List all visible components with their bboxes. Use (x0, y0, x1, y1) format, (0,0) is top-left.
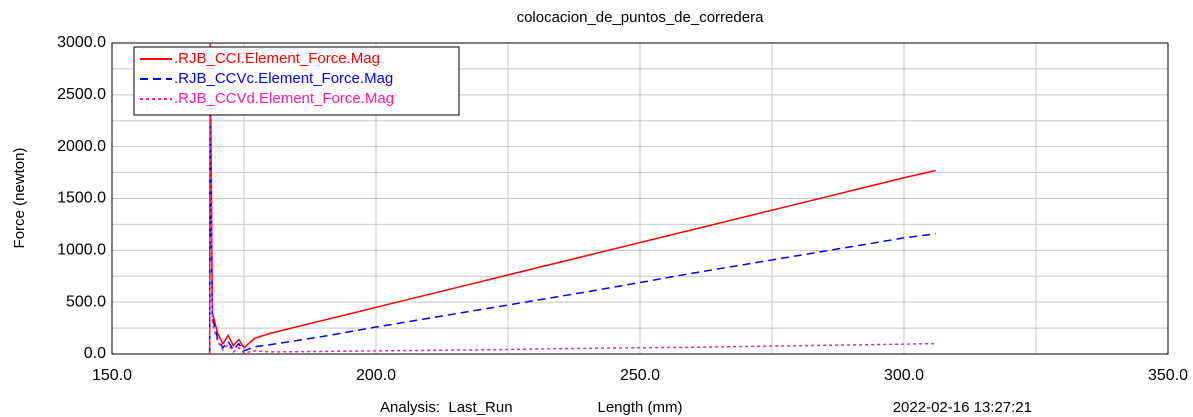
series-line (208, 115, 936, 355)
x-tick-label: 150.0 (92, 367, 132, 384)
plot-frame (111, 42, 1169, 355)
x-tick-label: 250.0 (620, 367, 660, 384)
legend-label: .RJB_CCI.Element_Force.Mag (174, 50, 380, 67)
x-tick-label: 350.0 (1148, 367, 1188, 384)
x-axis-label: Length (mm) (597, 399, 682, 416)
legend-box (133, 46, 460, 116)
y-tick-label: 1000.0 (57, 242, 106, 259)
y-tick-label: 3000.0 (57, 34, 106, 51)
y-tick-label: 500.0 (66, 293, 106, 310)
y-tick-label: 0.0 (84, 345, 106, 362)
x-tick-label: 200.0 (356, 367, 396, 384)
y-axis-label: Force (newton) (11, 148, 28, 249)
chart-title: colocacion_de_puntos_de_corredera (517, 9, 765, 26)
series-line (208, 42, 936, 355)
legend-label: .RJB_CCVd.Element_Force.Mag (174, 90, 394, 107)
y-tick-label: 1500.0 (57, 190, 106, 207)
analysis-label: Analysis: Last_Run (380, 399, 513, 416)
x-tick-label: 300.0 (884, 367, 924, 384)
timestamp: 2022-02-16 13:27:21 (893, 399, 1032, 416)
y-tick-label: 2000.0 (57, 138, 106, 155)
series-line (208, 42, 936, 355)
y-tick-label: 2500.0 (57, 86, 106, 103)
legend-label: .RJB_CCVc.Element_Force.Mag (174, 70, 393, 87)
